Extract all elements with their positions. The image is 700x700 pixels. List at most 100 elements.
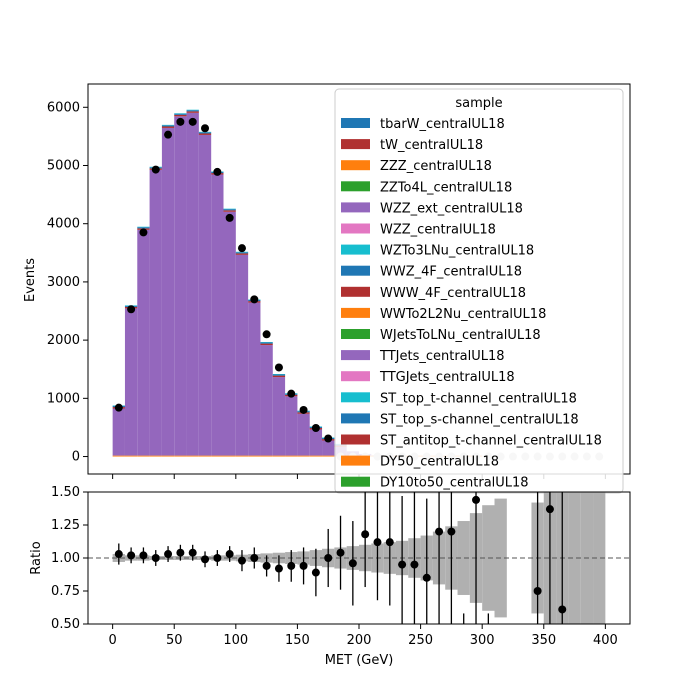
ratio-marker xyxy=(114,550,123,559)
bar-layer xyxy=(186,110,199,112)
histogram-bin xyxy=(285,393,298,457)
histogram-bin xyxy=(174,113,187,457)
ratio-marker xyxy=(225,550,234,559)
legend-swatch xyxy=(341,244,370,255)
data-point xyxy=(127,305,136,314)
data-point xyxy=(151,165,160,174)
legend-label: ST_top_t-channel_centralUL18 xyxy=(380,391,577,406)
y-tick-label: 4000 xyxy=(47,217,80,232)
ratio-x-tick-label: 300 xyxy=(470,633,495,648)
bar-dy50 xyxy=(223,455,236,457)
main-y-axis-label: Events xyxy=(23,258,38,302)
ratio-marker xyxy=(311,568,320,577)
legend-item: WWZ_4F_centralUL18 xyxy=(341,265,522,280)
legend-swatch xyxy=(341,118,370,128)
ratio-marker xyxy=(139,551,148,560)
bar-ttjets xyxy=(149,169,162,456)
ratio-marker xyxy=(213,554,222,562)
ratio-y-tick-label: 1.50 xyxy=(51,485,80,500)
ratio-point xyxy=(151,550,160,566)
bar-ttjets xyxy=(260,345,273,456)
band-segment xyxy=(593,492,606,624)
band-segment xyxy=(457,521,470,595)
histogram-bin xyxy=(211,171,224,457)
histogram-bin xyxy=(186,109,199,457)
legend-label: WZTo3LNu_centralUL18 xyxy=(380,244,534,259)
ratio-y-tick-label: 0.50 xyxy=(51,617,80,632)
bar-ttjets xyxy=(112,408,125,456)
ratio-point xyxy=(410,492,419,624)
legend-item: WZZ_centralUL18 xyxy=(341,223,496,238)
histogram-bin xyxy=(297,410,310,457)
bar-ttjets xyxy=(211,174,224,456)
ratio-x-ticks: 0 50 100 150 200 250 300 350 400 xyxy=(108,624,618,648)
data-point xyxy=(262,330,271,339)
ratio-marker xyxy=(237,556,246,565)
bar-ttjets xyxy=(272,377,286,456)
ratio-x-tick-label: 350 xyxy=(531,633,556,648)
ratio-x-tick-label: 200 xyxy=(347,633,372,648)
legend-item: WZTo3LNu_centralUL18 xyxy=(341,244,534,259)
ratio-point xyxy=(287,550,296,582)
bar-ttjets xyxy=(124,308,138,456)
histogram-bin xyxy=(124,305,138,457)
ratio-marker xyxy=(201,555,210,564)
ratio-marker xyxy=(324,554,333,562)
legend-swatch xyxy=(341,392,370,403)
bar-layer xyxy=(260,343,273,346)
y-tick-label: 0 xyxy=(72,450,80,465)
ratio-point xyxy=(188,544,197,561)
bar-ttjets xyxy=(186,112,199,456)
ratio-point xyxy=(127,547,136,564)
bar-dy50 xyxy=(235,455,249,457)
ratio-y-tick-label: 0.75 xyxy=(51,584,80,599)
ratio-point xyxy=(385,492,394,606)
ratio-point xyxy=(472,492,481,624)
ratio-point xyxy=(324,528,333,588)
legend-item: ST_antitop_t-channel_centralUL18 xyxy=(341,434,602,449)
legend-label: ZZTo4L_centralUL18 xyxy=(380,180,512,195)
ratio-marker xyxy=(422,573,431,582)
ratio-point xyxy=(447,492,456,624)
legend-title: sample xyxy=(455,96,502,111)
bar-layer xyxy=(198,133,212,135)
ratio-marker xyxy=(274,564,283,573)
legend-swatch xyxy=(341,307,370,318)
bar-dy50 xyxy=(211,455,224,457)
ratio-marker xyxy=(299,561,308,570)
legend-label: WZZ_ext_centralUL18 xyxy=(380,201,523,216)
ratio-point xyxy=(139,547,148,564)
legend-swatch xyxy=(341,286,370,297)
ratio-marker xyxy=(336,548,345,557)
ratio-marker xyxy=(472,495,481,504)
ratio-marker xyxy=(151,554,160,562)
legend-label: TTGJets_centralUL18 xyxy=(379,370,515,385)
bar-layer xyxy=(174,114,187,117)
ratio-point xyxy=(262,555,271,577)
legend-label: WWTo2L2Nu_centralUL18 xyxy=(380,307,546,322)
bar-layer xyxy=(235,253,249,255)
data-point xyxy=(311,424,320,433)
histogram-bin xyxy=(235,251,249,457)
ratio-marker xyxy=(176,548,185,557)
ratio-point xyxy=(176,544,185,561)
legend-swatch xyxy=(341,455,370,466)
bar-layer xyxy=(161,125,175,127)
data-point xyxy=(250,295,259,304)
bar-dy50 xyxy=(309,455,323,457)
bar-layer xyxy=(272,375,286,378)
ratio-point xyxy=(558,492,567,624)
ratio-marker xyxy=(398,560,407,569)
legend-label: WWW_4F_centralUL18 xyxy=(380,286,526,301)
legend-label: tW_centralUL18 xyxy=(380,138,483,153)
bar-dy50 xyxy=(285,455,298,457)
legend-swatch xyxy=(341,371,370,382)
bar-dy50 xyxy=(149,455,162,457)
ratio-point xyxy=(237,550,246,572)
ratio-marker xyxy=(410,560,419,569)
legend-swatch xyxy=(341,223,370,234)
bar-ttjets xyxy=(223,211,236,456)
band-segment xyxy=(568,492,581,624)
ratio-point xyxy=(114,543,123,565)
